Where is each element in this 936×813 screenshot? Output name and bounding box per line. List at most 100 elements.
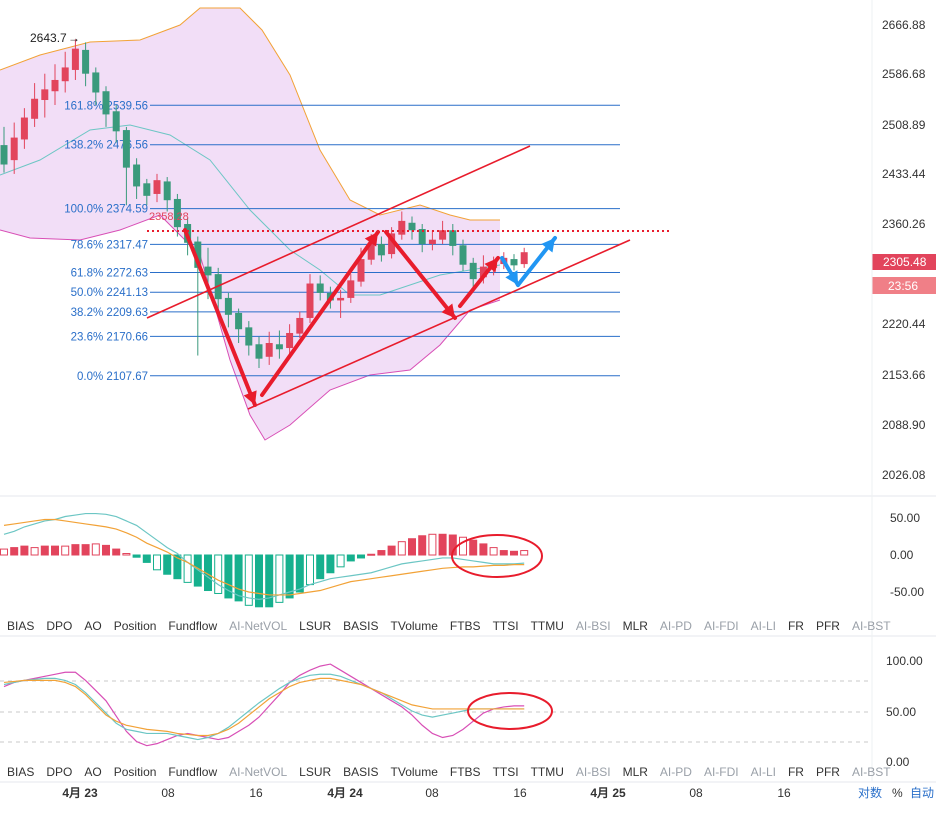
tab-tvolume[interactable]: TVolume bbox=[390, 619, 438, 633]
tab-ai-bsi[interactable]: AI-BSI bbox=[575, 619, 611, 633]
tab-mlr[interactable]: MLR bbox=[622, 765, 648, 779]
bollinger-band bbox=[0, 7, 501, 441]
histogram-bar bbox=[469, 539, 478, 556]
histogram-bar bbox=[459, 536, 467, 556]
fib-level-label: 0.0% 2107.67 bbox=[77, 371, 148, 383]
histogram-bar bbox=[316, 554, 325, 580]
tab-bias[interactable]: BIAS bbox=[7, 619, 35, 633]
highlight-circle[interactable] bbox=[467, 692, 553, 730]
histogram-bar bbox=[479, 543, 488, 556]
price-axis-tick: 2508.89 bbox=[882, 118, 926, 132]
histogram-bar bbox=[81, 544, 90, 556]
oscillator-1-axis[interactable]: 50.00 0.00 -50.00 bbox=[890, 511, 924, 599]
time-axis-label: 16 bbox=[249, 786, 263, 800]
histogram-bar bbox=[367, 553, 376, 556]
tab-fundflow[interactable]: Fundflow bbox=[168, 619, 218, 633]
candle-body bbox=[316, 283, 324, 293]
arrow-down-1[interactable] bbox=[183, 228, 257, 407]
channel-lower-line[interactable] bbox=[247, 239, 631, 410]
histogram-bar bbox=[408, 538, 416, 556]
tab-ttmu[interactable]: TTMU bbox=[530, 619, 564, 633]
candle-body bbox=[398, 220, 406, 235]
price-axis[interactable]: 2666.88 2586.68 2508.89 2433.44 2360.26 2220.… bbox=[882, 18, 926, 482]
tab-ai-bst[interactable]: AI-BST bbox=[851, 619, 891, 633]
log-scale-button[interactable]: 对数 bbox=[858, 785, 882, 800]
band-middle-line bbox=[0, 124, 501, 296]
candle-body bbox=[102, 91, 110, 115]
tab-dpo[interactable]: DPO bbox=[46, 765, 73, 779]
tab-ai-fdi[interactable]: AI-FDI bbox=[703, 619, 739, 633]
tab-pfr[interactable]: PFR bbox=[815, 765, 840, 779]
tab-fr[interactable]: FR bbox=[787, 619, 804, 633]
fib-level-label: 138.2% 2476.56 bbox=[64, 140, 148, 152]
tab-lsur[interactable]: LSUR bbox=[299, 765, 332, 779]
histogram-bar bbox=[285, 554, 294, 599]
tab-ftbs[interactable]: FTBS bbox=[449, 619, 481, 633]
arrow-up-1[interactable] bbox=[260, 230, 380, 397]
tab-tvolume[interactable]: TVolume bbox=[390, 765, 438, 779]
candle-body bbox=[377, 244, 385, 256]
tab-fundflow[interactable]: Fundflow bbox=[168, 765, 218, 779]
tab-ao[interactable]: AO bbox=[84, 619, 102, 633]
tab-ai-li[interactable]: AI-LI bbox=[750, 619, 776, 633]
percent-scale-button[interactable]: % bbox=[892, 786, 903, 800]
histogram-bar bbox=[20, 545, 29, 556]
arrow-head-icon bbox=[364, 232, 378, 247]
osc2-axis-tick: 0.00 bbox=[886, 755, 910, 769]
histogram-bar bbox=[153, 554, 161, 571]
oscillator-2-axis[interactable]: 100.00 50.00 0.00 bbox=[886, 654, 923, 769]
candle-body bbox=[61, 67, 69, 82]
fib-level-label: 61.8% 2272.63 bbox=[71, 267, 148, 279]
tab-ai-li[interactable]: AI-LI bbox=[750, 765, 776, 779]
histogram-bar bbox=[40, 545, 49, 556]
price-axis-tick: 2153.66 bbox=[882, 368, 926, 382]
tab-ai-fdi[interactable]: AI-FDI bbox=[703, 765, 739, 779]
tab-ai-bsi[interactable]: AI-BSI bbox=[575, 765, 611, 779]
osc1-line-a bbox=[3, 512, 525, 601]
tab-ai-pd[interactable]: AI-PD bbox=[659, 619, 692, 633]
tab-bias[interactable]: BIAS bbox=[7, 765, 35, 779]
histogram-bar bbox=[499, 550, 508, 556]
candle-body bbox=[449, 230, 457, 246]
tab-basis[interactable]: BASIS bbox=[343, 765, 379, 779]
tab-dpo[interactable]: DPO bbox=[46, 619, 73, 633]
candle-body bbox=[418, 229, 426, 245]
tab-ttsi[interactable]: TTSI bbox=[492, 619, 519, 633]
time-axis[interactable]: 4月 23 08 16 4月 24 08 16 4月 25 08 16 bbox=[62, 786, 791, 800]
price-axis-tick: 2360.26 bbox=[882, 217, 926, 231]
tab-basis[interactable]: BASIS bbox=[343, 619, 379, 633]
band-fill bbox=[0, 8, 500, 440]
tab-mlr[interactable]: MLR bbox=[622, 619, 648, 633]
tab-fr[interactable]: FR bbox=[787, 765, 804, 779]
tab-ai-pd[interactable]: AI-PD bbox=[659, 765, 692, 779]
tab-ttsi[interactable]: TTSI bbox=[492, 765, 519, 779]
tab-ai-netvol[interactable]: AI-NetVOL bbox=[229, 765, 288, 779]
histogram-bar bbox=[438, 533, 447, 556]
tab-ttmu[interactable]: TTMU bbox=[530, 765, 564, 779]
auto-scale-button[interactable]: 自动 bbox=[910, 786, 934, 800]
candle-body bbox=[520, 252, 528, 265]
highlight-circle[interactable] bbox=[451, 534, 543, 578]
candle-body bbox=[459, 245, 467, 265]
fib-level-label: 23.6% 2170.66 bbox=[71, 331, 148, 343]
arrow-down-2[interactable] bbox=[384, 230, 457, 320]
high-annotation: 2643.7 bbox=[30, 31, 67, 45]
histogram-bar bbox=[102, 544, 110, 556]
arrow-head-icon bbox=[484, 258, 498, 273]
tab-ftbs[interactable]: FTBS bbox=[449, 765, 481, 779]
tab-lsur[interactable]: LSUR bbox=[299, 619, 332, 633]
tab-position[interactable]: Position bbox=[113, 619, 157, 633]
tab-ao[interactable]: AO bbox=[84, 765, 102, 779]
tab-pfr[interactable]: PFR bbox=[815, 619, 840, 633]
tab-ai-netvol[interactable]: AI-NetVOL bbox=[229, 619, 288, 633]
tab-ai-bst[interactable]: AI-BST bbox=[851, 765, 891, 779]
histogram-bar bbox=[510, 550, 518, 556]
histogram-bar bbox=[275, 554, 284, 603]
candle-body bbox=[82, 49, 90, 74]
osc1-axis-tick: 0.00 bbox=[890, 548, 914, 562]
histogram-bar bbox=[397, 541, 406, 556]
tab-position[interactable]: Position bbox=[113, 765, 157, 779]
candle-body bbox=[31, 98, 39, 119]
scale-controls[interactable]: 对数 % 自动 bbox=[858, 785, 934, 800]
